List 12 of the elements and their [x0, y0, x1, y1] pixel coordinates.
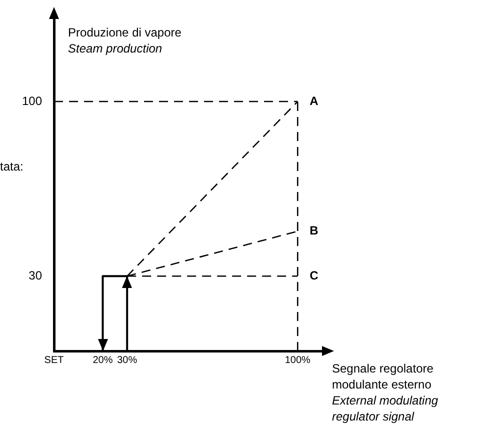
- series-label: A: [310, 94, 319, 108]
- x-tick-label: SET: [44, 354, 64, 366]
- y-tick-label: 100: [22, 94, 42, 108]
- x-tick-label: 30%: [117, 354, 138, 366]
- x-tick-label: 100%: [284, 354, 311, 366]
- y-axis-title: Produzione di vapore Steam production: [68, 26, 182, 56]
- x-tick-label: 20%: [92, 354, 113, 366]
- y-tick-label: 30: [28, 268, 42, 282]
- series-label: C: [310, 268, 319, 282]
- series-label: B: [310, 224, 319, 238]
- text: tata:: [0, 160, 24, 174]
- x-axis-title: Segnale regolatore modulante esterno External modulating regulator signal: [332, 361, 438, 424]
